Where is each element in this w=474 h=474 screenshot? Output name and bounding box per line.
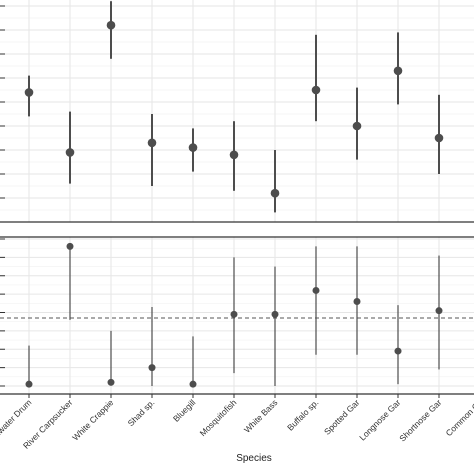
point-estimate	[352, 121, 362, 131]
point-estimate	[65, 148, 75, 157]
point-estimate	[66, 242, 74, 250]
point-estimate	[229, 150, 239, 160]
point-estimate	[25, 380, 33, 388]
point-estimate	[107, 378, 115, 386]
point-estimate	[434, 133, 444, 143]
point-estimate	[148, 364, 156, 372]
point-estimate	[147, 138, 157, 148]
point-estimate	[435, 307, 443, 315]
point-estimate	[270, 188, 280, 198]
point-estimate	[312, 286, 320, 294]
x-axis-title: Species	[236, 453, 272, 464]
top-panel	[0, 0, 474, 223]
point-estimate	[393, 66, 403, 76]
point-estimate	[394, 347, 402, 355]
point-estimate	[24, 88, 34, 97]
point-estimate	[188, 143, 198, 152]
point-estimate	[271, 310, 279, 318]
point-estimate	[311, 85, 321, 95]
point-estimate	[230, 310, 238, 318]
point-estimate	[189, 380, 197, 388]
point-estimate	[353, 297, 361, 305]
bottom-panel	[0, 236, 474, 395]
point-estimate	[106, 20, 116, 30]
